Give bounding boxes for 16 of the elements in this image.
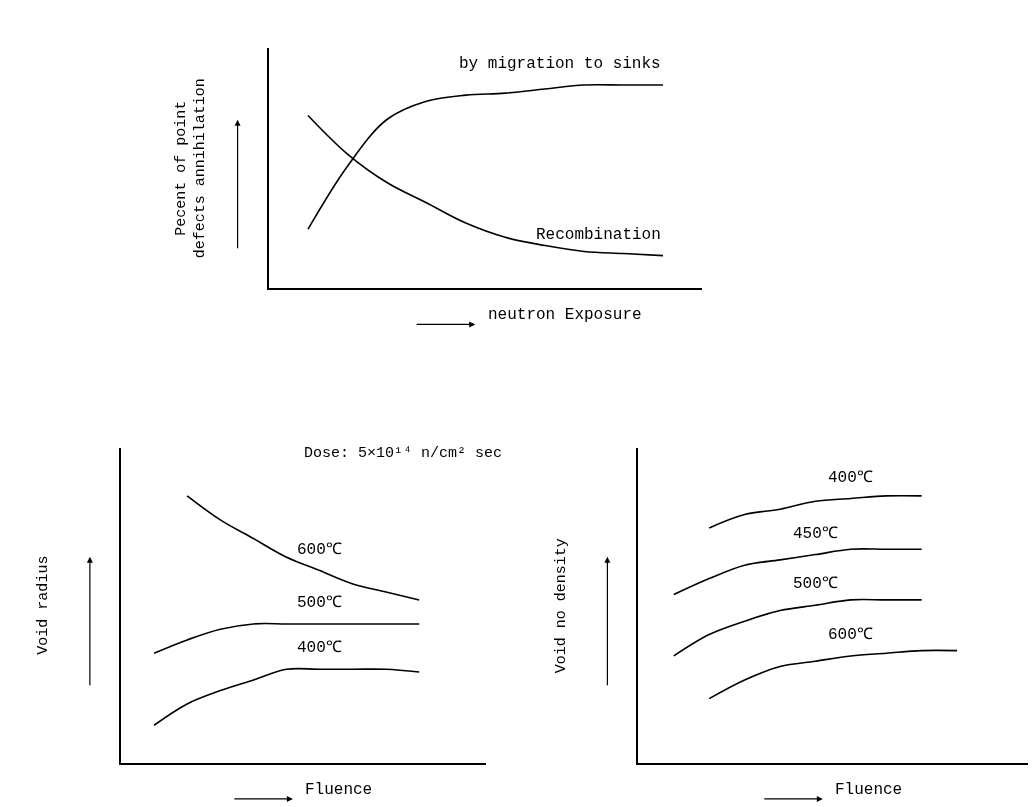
series-label: 600℃ [297, 541, 342, 559]
series-label: 600℃ [828, 626, 873, 644]
x-axis-title: Fluence [305, 781, 373, 799]
y-axis-title: Void no density [552, 538, 570, 674]
series-label: Recombination [536, 226, 661, 244]
series-label: by migration to sinks [459, 55, 661, 73]
y-axis-title: Pecent of point defects annihilation [172, 78, 210, 259]
series-label: 500℃ [793, 575, 838, 593]
series-label: 500℃ [297, 594, 342, 612]
series-label: 450℃ [793, 525, 838, 543]
series-label: 400℃ [828, 469, 873, 487]
text: Dose: 5×10¹⁴ n/cm² sec [304, 445, 503, 462]
x-axis-title: Fluence [835, 781, 903, 799]
series-label: 400℃ [297, 639, 342, 657]
y-axis-title: Void radius [35, 555, 53, 655]
x-axis-title: neutron Exposure [488, 306, 642, 324]
